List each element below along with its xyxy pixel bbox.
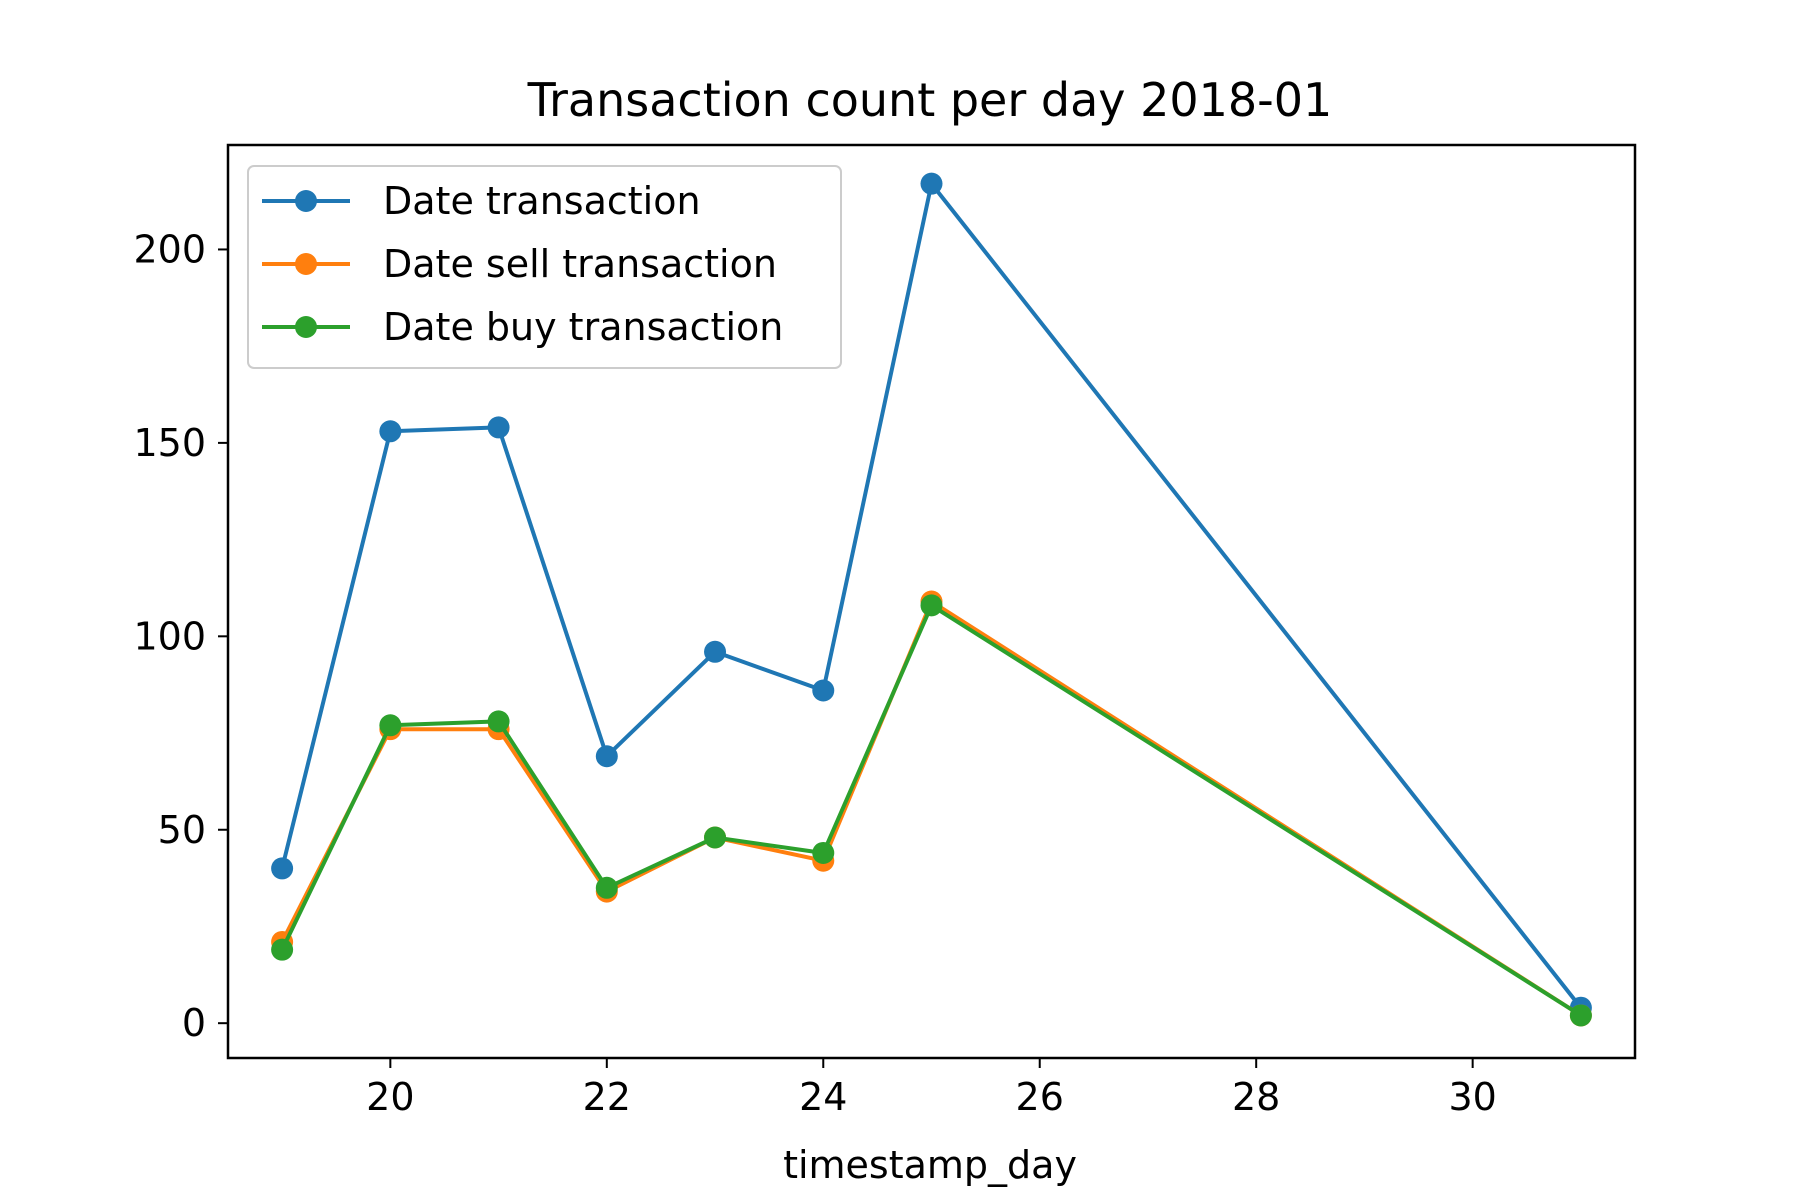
- legend-entry: Date sell transaction: [262, 242, 777, 286]
- x-tick-label: 26: [1016, 1075, 1064, 1119]
- series-line: [280, 181, 1583, 1009]
- legend-label: Date transaction: [383, 179, 701, 223]
- data-point: [704, 826, 727, 849]
- data-point: [379, 714, 402, 737]
- data-point: [1569, 1004, 1592, 1027]
- series-group: [271, 172, 1592, 1027]
- data-point: [812, 841, 835, 864]
- plot-frame: [226, 143, 1637, 1060]
- legend-marker: [295, 316, 317, 338]
- data-point: [271, 857, 294, 880]
- x-tick-label: 24: [799, 1075, 847, 1119]
- data-point: [812, 679, 835, 702]
- legend-entry: Date transaction: [262, 179, 701, 223]
- data-point: [379, 420, 402, 443]
- legend-label: Date buy transaction: [383, 305, 783, 349]
- data-point: [920, 172, 943, 195]
- legend-marker: [295, 253, 317, 275]
- legend-marker: [295, 190, 317, 212]
- data-point: [487, 710, 510, 733]
- data-point: [487, 416, 510, 439]
- data-point: [920, 594, 943, 617]
- legend-box: [247, 165, 842, 369]
- x-axis-label: timestamp_day: [783, 1143, 1077, 1187]
- legend: Date transaction Date sell transaction Dat…: [247, 165, 842, 369]
- x-tick-label: 20: [366, 1075, 414, 1119]
- legend-entry: Date buy transaction: [262, 305, 783, 349]
- y-tick-label: 100: [133, 614, 206, 658]
- data-point: [704, 640, 727, 663]
- x-tick-label: 30: [1448, 1075, 1496, 1119]
- series-1: [271, 172, 1592, 1019]
- y-tick-label: 50: [158, 808, 206, 852]
- data-point: [271, 938, 294, 961]
- legend-label: Date sell transaction: [383, 242, 777, 286]
- y-tick-label: 0: [182, 1001, 206, 1045]
- series-line: [280, 603, 1582, 1018]
- y-axis: 0 50 100 150 200: [133, 227, 228, 1045]
- x-tick-label: 22: [583, 1075, 631, 1119]
- y-tick-label: 200: [133, 227, 206, 271]
- x-axis: 20 22 24 26 28 30: [366, 1058, 1497, 1119]
- data-point: [595, 876, 618, 899]
- y-tick-label: 150: [133, 421, 206, 465]
- chart-title: Transaction count per day 2018-01: [527, 73, 1333, 127]
- data-point: [595, 745, 618, 768]
- x-tick-label: 28: [1232, 1075, 1280, 1119]
- series-3: [271, 594, 1592, 1027]
